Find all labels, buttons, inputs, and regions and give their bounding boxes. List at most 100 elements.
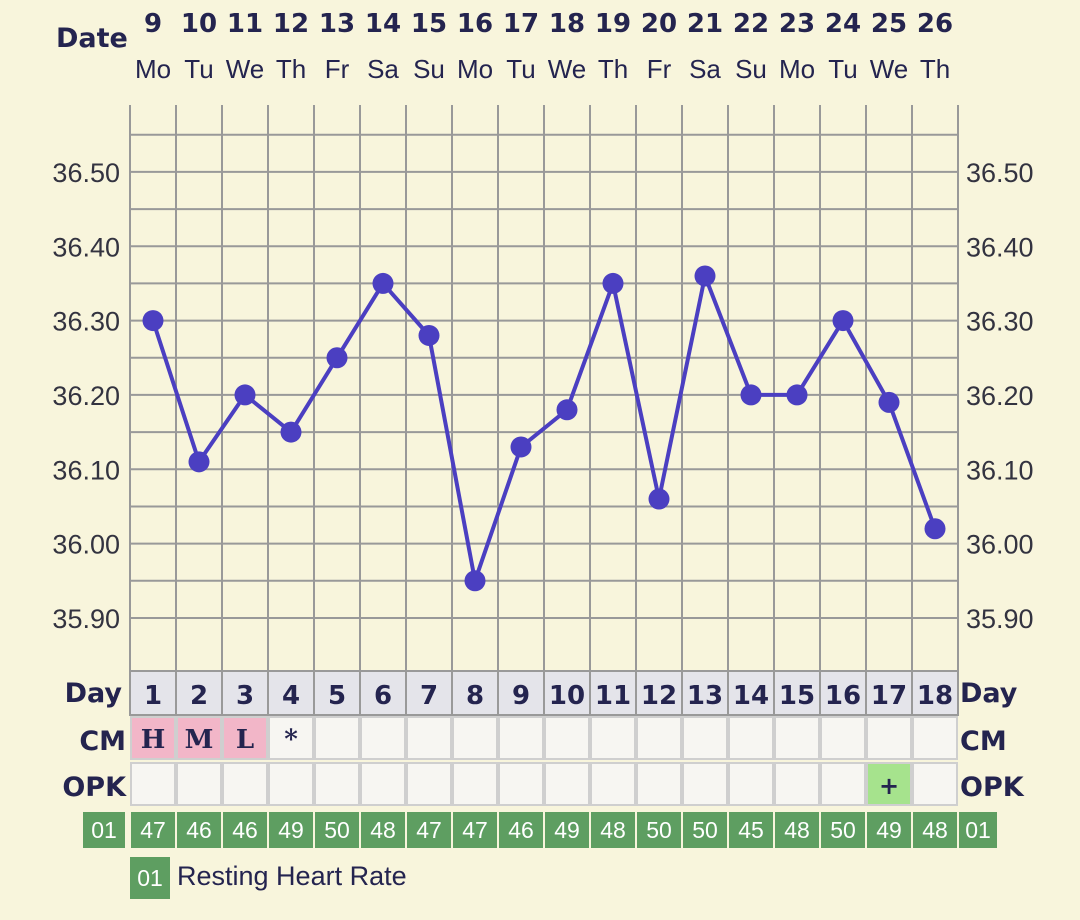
day-number: 5 bbox=[328, 681, 346, 711]
heart-rate-cell bbox=[499, 812, 543, 848]
heart-rate-value: 49 bbox=[554, 817, 580, 843]
day-number: 12 bbox=[641, 681, 677, 711]
weekday-label: Su bbox=[735, 54, 767, 84]
cm-cell bbox=[268, 716, 314, 760]
date-label: 26 bbox=[917, 9, 953, 39]
temperature-point bbox=[188, 451, 210, 473]
day-number: 13 bbox=[687, 681, 723, 711]
y-tick-label-left: 35.90 bbox=[52, 604, 120, 634]
temperature-point bbox=[234, 384, 256, 406]
hr-code-right: 01 bbox=[965, 817, 991, 843]
date-label: 21 bbox=[687, 9, 723, 39]
date-row: 9 Mo 10 Tu 11 We 12 Th 13 Fr 14 Sa 15 Su 16 Mo 17 Tu 18 We 1… bbox=[135, 9, 953, 84]
heart-rate-cell bbox=[407, 812, 451, 848]
cm-value: * bbox=[284, 725, 298, 755]
opk-cell bbox=[820, 762, 866, 806]
opk-cell bbox=[406, 762, 452, 806]
heart-rate-cell bbox=[131, 812, 175, 848]
heart-rate-cell bbox=[177, 812, 221, 848]
heart-rate-cell bbox=[867, 812, 911, 848]
cm-cell bbox=[728, 716, 774, 760]
opk-cell bbox=[774, 762, 820, 806]
opk-row: + OPK OPK bbox=[62, 762, 1025, 806]
legend-swatch bbox=[130, 857, 170, 899]
cm-cell bbox=[682, 716, 728, 760]
day-number: 18 bbox=[917, 681, 953, 711]
heart-rate-cell bbox=[913, 812, 957, 848]
date-label: 23 bbox=[779, 9, 815, 39]
cm-cell bbox=[636, 716, 682, 760]
day-number: 6 bbox=[374, 681, 392, 711]
date-label: 25 bbox=[871, 9, 907, 39]
day-number: 7 bbox=[420, 681, 438, 711]
opk-value: + bbox=[879, 772, 899, 800]
heart-rate-value: 49 bbox=[278, 817, 304, 843]
heart-rate-cell bbox=[729, 812, 773, 848]
date-label: 10 bbox=[181, 9, 217, 39]
temperature-point bbox=[510, 436, 532, 458]
temperature-point bbox=[924, 518, 946, 540]
day-number: 9 bbox=[512, 681, 530, 711]
date-label: 16 bbox=[457, 9, 493, 39]
cm-cell bbox=[820, 716, 866, 760]
temperature-point bbox=[878, 391, 900, 413]
heart-rate-cell bbox=[453, 812, 497, 848]
cm-header-left: CM bbox=[79, 726, 126, 757]
opk-cell bbox=[222, 762, 268, 806]
weekday-label: We bbox=[226, 54, 265, 84]
legend: 01 Resting Heart Rate bbox=[130, 857, 407, 899]
heart-rate-value: 45 bbox=[738, 817, 764, 843]
opk-cell bbox=[728, 762, 774, 806]
heart-rate-value: 48 bbox=[922, 817, 948, 843]
weekday-label: Mo bbox=[457, 54, 493, 84]
y-axis-left: 36.50 36.40 36.30 36.20 36.10 36.00 35.90 bbox=[52, 158, 120, 634]
date-label: 20 bbox=[641, 9, 677, 39]
y-tick-label-left: 36.20 bbox=[52, 381, 120, 411]
cm-cell bbox=[452, 716, 498, 760]
heart-rate-cell bbox=[821, 812, 865, 848]
day-number: 3 bbox=[236, 681, 254, 711]
weekday-label: Tu bbox=[506, 54, 535, 84]
hr-code-left: 01 bbox=[91, 817, 117, 843]
heart-rate-cell bbox=[315, 812, 359, 848]
heart-rate-cell bbox=[683, 812, 727, 848]
weekday-label: Fr bbox=[647, 54, 672, 84]
heart-rate-value: 50 bbox=[324, 817, 350, 843]
day-number: 2 bbox=[190, 681, 208, 711]
date-label: 15 bbox=[411, 9, 447, 39]
opk-header-left: OPK bbox=[62, 772, 127, 803]
temperature-point bbox=[280, 421, 302, 443]
heart-rate-cell bbox=[775, 812, 819, 848]
heart-rate-value: 50 bbox=[646, 817, 672, 843]
date-label: 14 bbox=[365, 9, 401, 39]
heart-rate-value: 46 bbox=[186, 817, 212, 843]
temperature-grid bbox=[129, 105, 959, 670]
opk-cell bbox=[452, 762, 498, 806]
date-label: 22 bbox=[733, 9, 769, 39]
temperature-series bbox=[142, 265, 946, 592]
opk-cell bbox=[590, 762, 636, 806]
date-label: 9 bbox=[144, 9, 162, 39]
resting-heart-rate-row: 01 47 46 46 49 50 48 47 47 46 49 48 50 50 45 48 50 49 48 01 bbox=[83, 812, 997, 848]
heart-rate-value: 47 bbox=[462, 817, 488, 843]
date-label: 13 bbox=[319, 9, 355, 39]
weekday-label: Su bbox=[413, 54, 445, 84]
heart-rate-value: 46 bbox=[508, 817, 534, 843]
cm-cell bbox=[590, 716, 636, 760]
day-number: 1 bbox=[144, 681, 162, 711]
opk-cell bbox=[636, 762, 682, 806]
date-label: 17 bbox=[503, 9, 539, 39]
y-tick-label-left: 36.10 bbox=[52, 455, 120, 485]
y-tick-label-right: 36.40 bbox=[966, 232, 1034, 262]
weekday-label: Sa bbox=[367, 54, 399, 84]
date-label: 24 bbox=[825, 9, 861, 39]
opk-cell bbox=[498, 762, 544, 806]
heart-rate-value: 48 bbox=[600, 817, 626, 843]
day-number: 10 bbox=[549, 681, 585, 711]
heart-rate-value: 49 bbox=[876, 817, 902, 843]
day-number: 15 bbox=[779, 681, 815, 711]
opk-cell bbox=[268, 762, 314, 806]
y-axis-right: 36.50 36.40 36.30 36.20 36.10 36.00 35.90 bbox=[966, 158, 1034, 634]
cm-cell bbox=[544, 716, 590, 760]
